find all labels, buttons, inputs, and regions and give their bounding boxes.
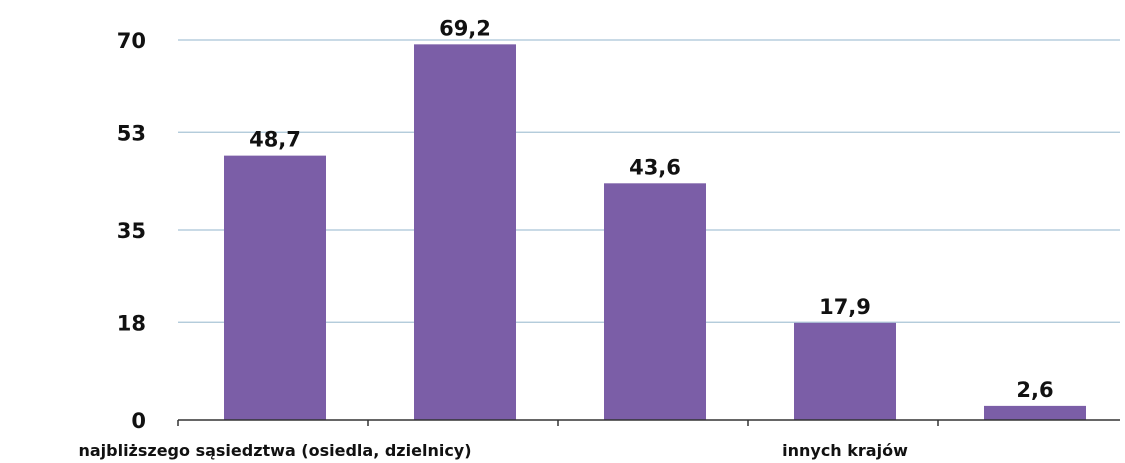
bar-value-label: 48,7 [249, 128, 301, 152]
bar [984, 405, 1086, 420]
bar-value-label: 69,2 [439, 16, 491, 40]
y-tick-label: 53 [117, 121, 146, 145]
y-tick-label: 35 [117, 219, 146, 243]
bar-value-label: 17,9 [819, 295, 871, 319]
labels-layer: 48,7 najbliższego sąsiedztwa (osiedla, dz… [78, 16, 1053, 460]
bar-value-label: 2,6 [1016, 378, 1053, 402]
y-tick-label: 70 [117, 29, 146, 53]
axis-layer: 0 18 35 53 70 [117, 29, 1120, 433]
bar [604, 183, 706, 420]
bar-value-label: 43,6 [629, 155, 681, 179]
y-tick-label: 18 [117, 311, 146, 335]
bar [224, 155, 326, 420]
x-category-label: najbliższego sąsiedztwa (osiedla, dzieln… [78, 441, 471, 460]
x-category-label: innych krajów [782, 441, 908, 460]
bar [414, 44, 516, 420]
bar [794, 322, 896, 420]
y-tick-label: 0 [131, 409, 146, 433]
bars-layer [224, 44, 1086, 420]
